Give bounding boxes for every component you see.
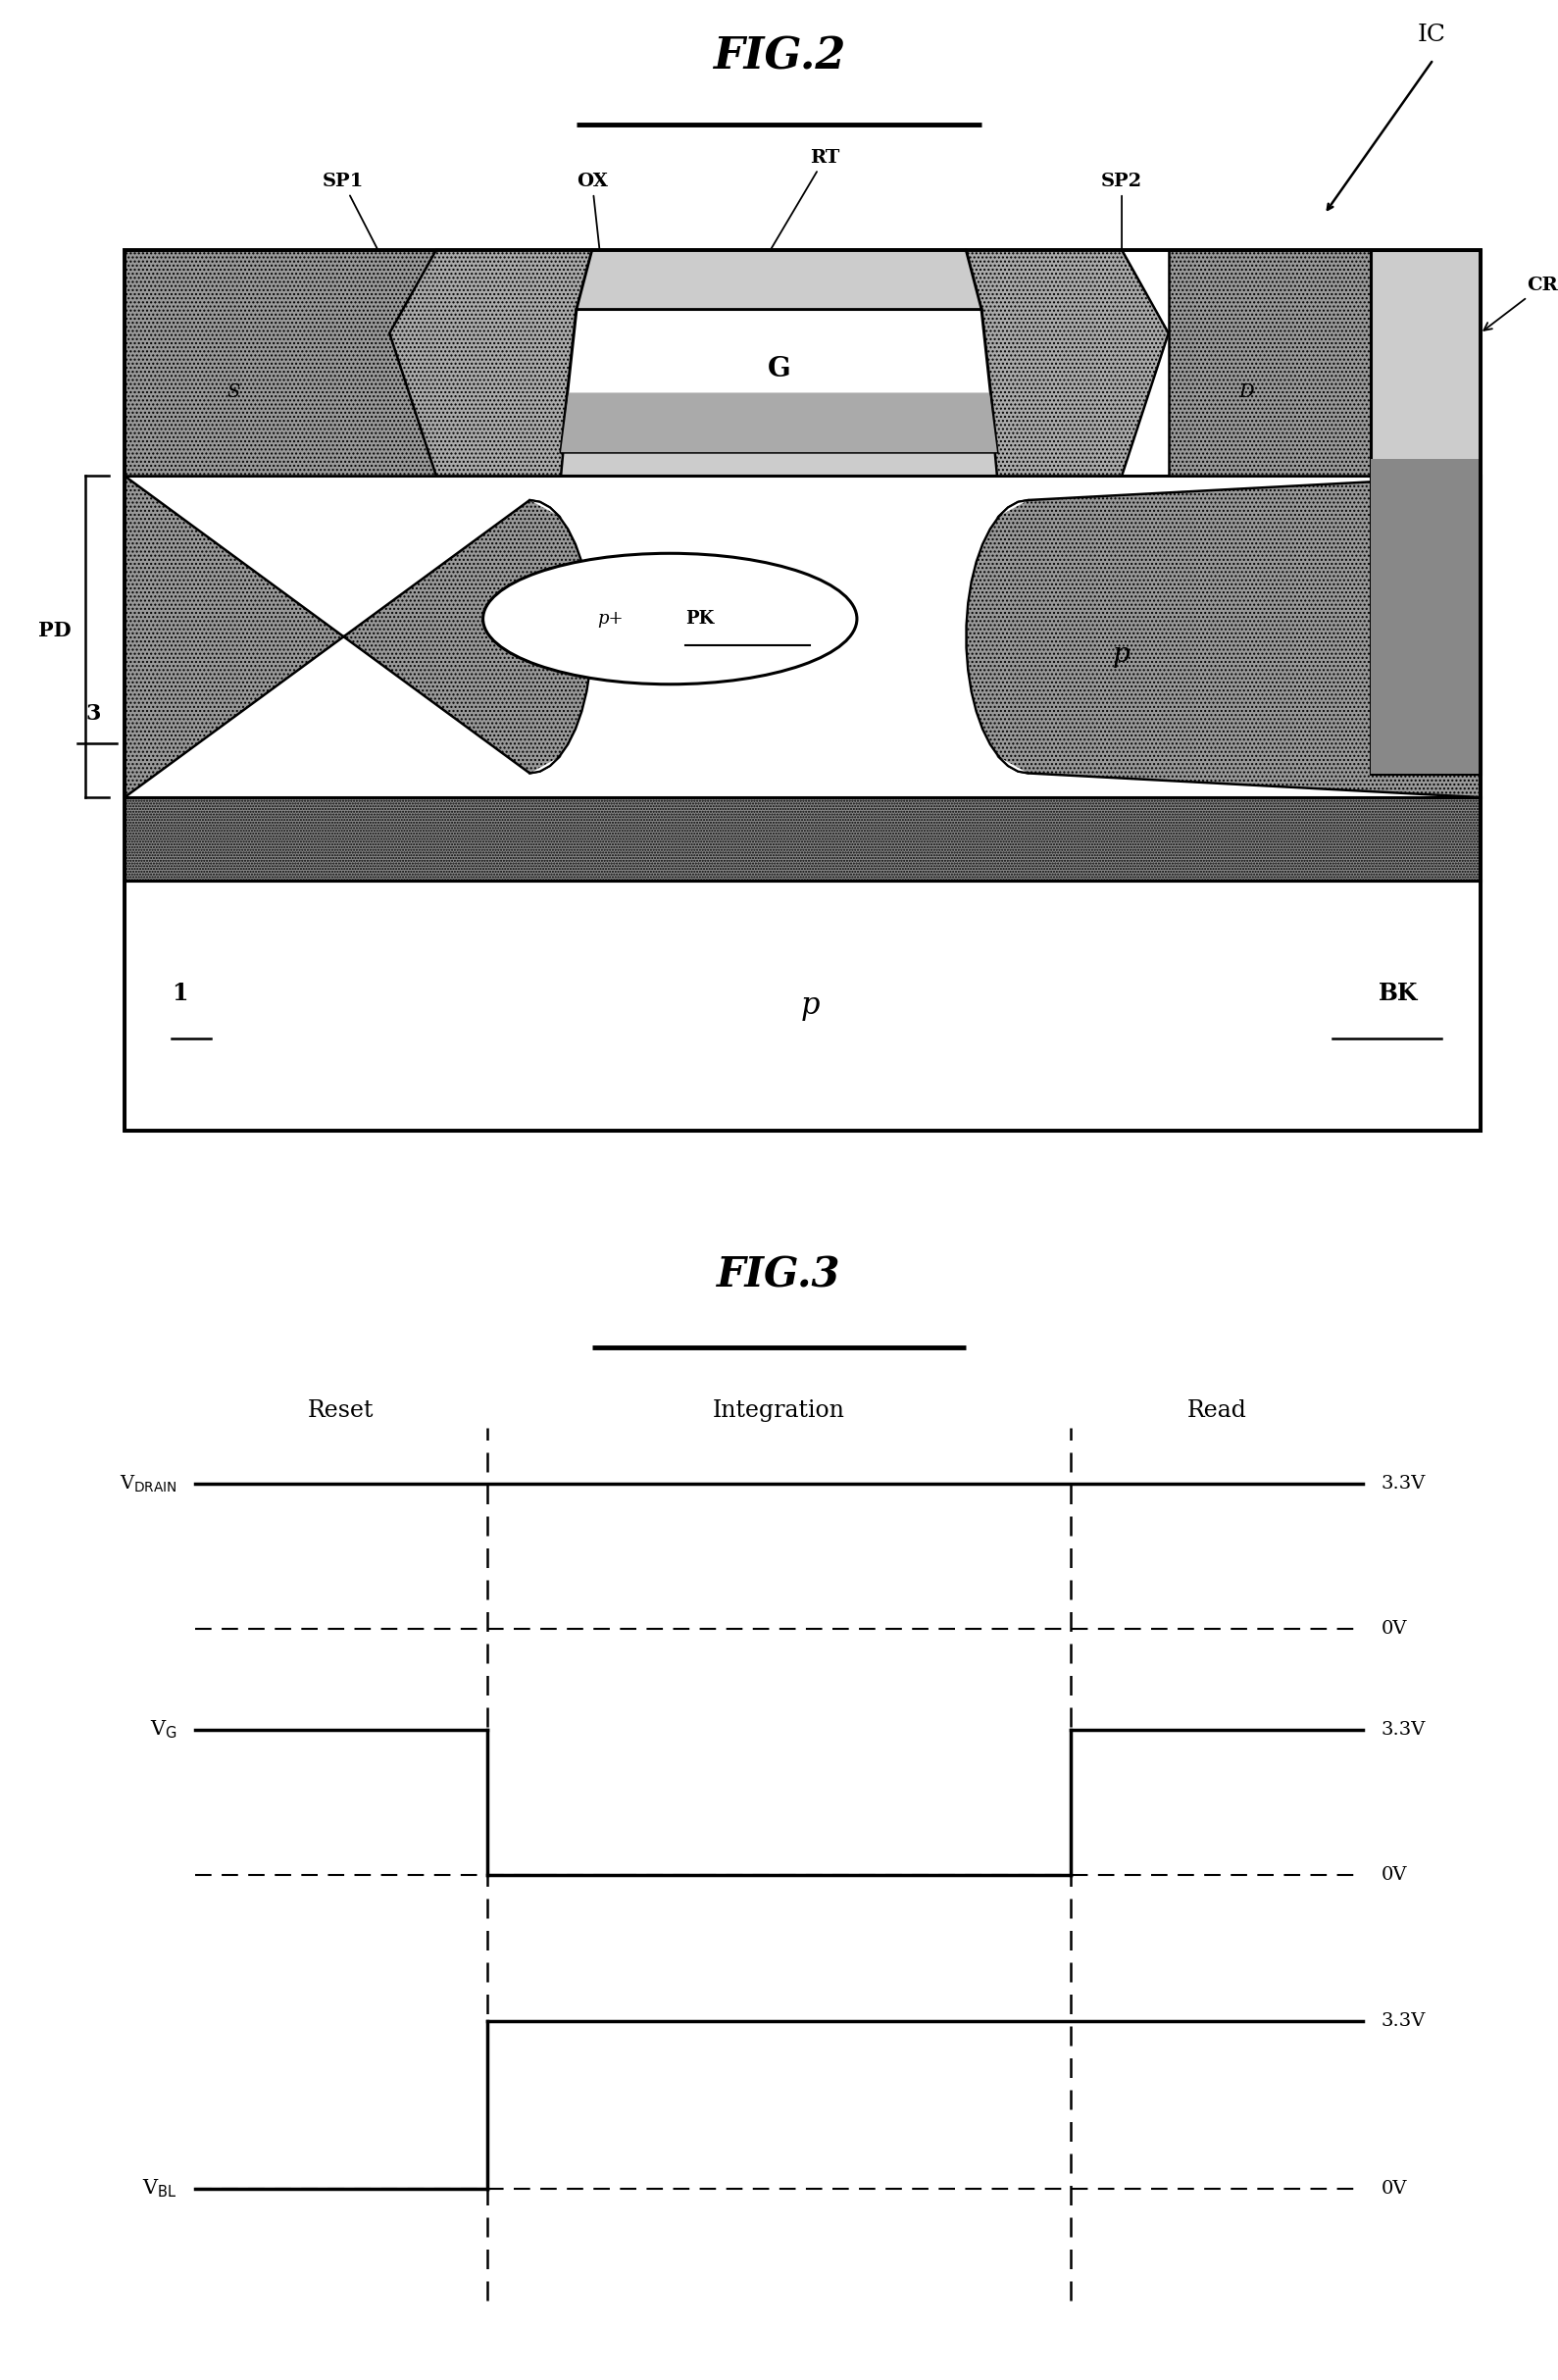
Text: V$_{\mathsf{DRAIN}}$: V$_{\mathsf{DRAIN}}$ (120, 1473, 178, 1495)
Text: FSB: FSB (1184, 633, 1231, 652)
Text: G: G (768, 355, 790, 383)
Text: 0V: 0V (1380, 1866, 1407, 1885)
Bar (1371, 459, 1480, 774)
Text: RT: RT (767, 150, 840, 257)
Polygon shape (966, 476, 1480, 797)
Bar (1371, 250, 1480, 774)
Text: 3: 3 (86, 702, 101, 726)
Text: D: D (1239, 383, 1254, 402)
Polygon shape (576, 250, 982, 309)
Bar (125, 250, 1480, 1130)
Polygon shape (966, 250, 1168, 476)
Polygon shape (530, 500, 1028, 773)
Bar (125, 797, 1480, 881)
Bar (125, 250, 436, 476)
Text: PD: PD (37, 621, 72, 640)
Text: V$_{\mathsf{G}}$: V$_{\mathsf{G}}$ (150, 1718, 178, 1740)
Polygon shape (125, 476, 592, 797)
Text: BK: BK (1379, 983, 1418, 1004)
Bar (125, 881, 1480, 1130)
Text: FIG.2: FIG.2 (712, 36, 846, 79)
Polygon shape (561, 393, 997, 452)
Text: p: p (801, 990, 820, 1021)
Text: FIG.3: FIG.3 (717, 1254, 841, 1295)
Text: CR: CR (1483, 276, 1558, 331)
Ellipse shape (483, 552, 857, 685)
Bar (1168, 250, 1371, 476)
Bar (125, 476, 1480, 797)
Text: SP1: SP1 (323, 174, 419, 328)
Text: OX: OX (576, 174, 626, 459)
Text: 0V: 0V (1380, 2180, 1407, 2197)
Text: IC: IC (1418, 24, 1446, 45)
Text: 0V: 0V (1380, 1621, 1407, 1637)
Text: SP2: SP2 (1102, 174, 1142, 328)
Text: Read: Read (1187, 1399, 1246, 1423)
Text: p: p (1112, 640, 1131, 669)
Text: Integration: Integration (714, 1399, 844, 1423)
Text: S: S (227, 383, 240, 402)
Polygon shape (561, 309, 997, 452)
Text: 3.3V: 3.3V (1380, 2011, 1426, 2030)
Text: PK: PK (686, 609, 714, 628)
Text: Reset: Reset (308, 1399, 374, 1423)
Text: p+: p+ (597, 609, 623, 628)
Bar (561, 452, 997, 476)
Text: 3.3V: 3.3V (1380, 1721, 1426, 1740)
Polygon shape (390, 250, 592, 476)
Text: 3.3V: 3.3V (1380, 1476, 1426, 1492)
Text: 1: 1 (171, 983, 187, 1004)
Text: V$_{\mathsf{BL}}$: V$_{\mathsf{BL}}$ (142, 2178, 178, 2199)
